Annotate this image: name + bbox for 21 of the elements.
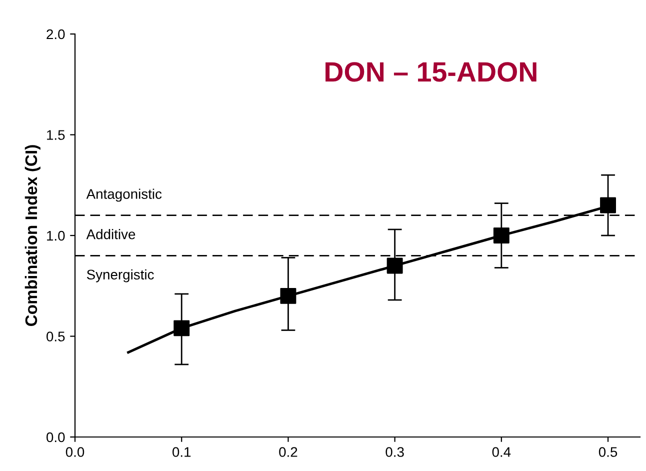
- point: [600, 197, 616, 214]
- annotation: Additive: [86, 229, 136, 240]
- point: [280, 288, 296, 304]
- x-tick-label: 0.1: [172, 447, 191, 457]
- annotation: Antagonistic: [86, 188, 162, 202]
- x-tick-label: 0.5: [598, 447, 618, 457]
- y-tick-label: 0.5: [46, 332, 65, 342]
- annotation: Synergistic: [86, 269, 154, 282]
- x-tick-label: 0.0: [66, 447, 84, 457]
- x-tick-label: 0.4: [492, 447, 511, 457]
- point: [386, 258, 403, 274]
- y-axis-title: Combination Index (CI): [24, 145, 40, 326]
- point: [493, 228, 510, 244]
- y-tick-label: 2.0: [46, 29, 65, 40]
- x-tick-label: 0.2: [279, 447, 298, 457]
- x-tick-label: 0.3: [386, 447, 404, 457]
- y-tick-label: 0.0: [46, 432, 65, 442]
- y-tick-label: 1.0: [47, 230, 65, 241]
- point: [174, 320, 190, 336]
- text: DON – 15-ADON: [326, 62, 536, 82]
- y-tick-label: 1.5: [47, 130, 65, 140]
